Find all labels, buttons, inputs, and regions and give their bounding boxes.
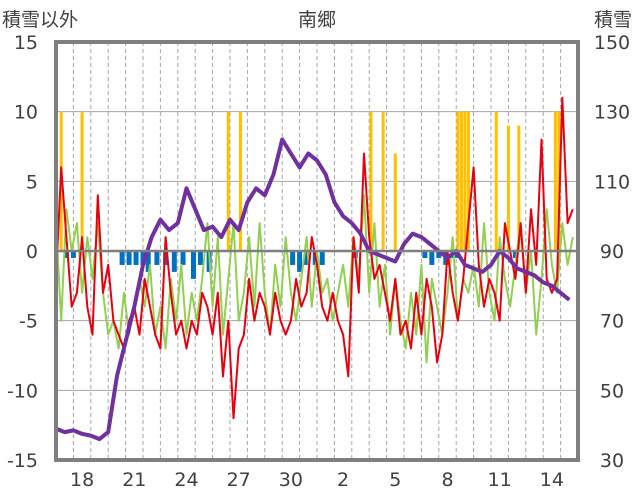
- bar: [466, 111, 470, 252]
- y-tick-label: 10: [14, 102, 38, 124]
- y2-tick-label: 50: [600, 380, 624, 402]
- y-tick-label: -10: [7, 380, 38, 402]
- y-tick-label: 5: [26, 171, 38, 193]
- bar: [393, 153, 397, 251]
- x-tick-label: 8: [441, 469, 453, 491]
- x-axis: 18 21 24 27 30 2 5 8 11 14: [70, 469, 564, 491]
- bar: [506, 125, 510, 251]
- bar: [190, 251, 196, 279]
- bar: [319, 251, 325, 265]
- bar: [553, 111, 557, 252]
- bar: [63, 251, 69, 258]
- chart-title: 南郷: [298, 9, 336, 31]
- y2-tick-label: 150: [594, 32, 630, 54]
- bar: [70, 251, 76, 258]
- x-tick-label: 18: [70, 469, 94, 491]
- x-tick-label: 5: [389, 469, 401, 491]
- bar: [297, 251, 303, 272]
- bar: [557, 111, 561, 252]
- bar: [512, 251, 518, 258]
- y2-tick-label: 90: [600, 241, 624, 263]
- bar: [154, 251, 160, 265]
- bar: [80, 111, 84, 252]
- bar: [459, 111, 463, 252]
- y2-tick-label: 110: [594, 171, 630, 193]
- bar: [304, 251, 310, 265]
- y-tick-label: 15: [14, 32, 38, 54]
- bar: [436, 251, 442, 258]
- bar: [517, 125, 521, 251]
- bar: [126, 251, 132, 265]
- bar: [494, 111, 498, 252]
- x-tick-label: 21: [122, 469, 146, 491]
- bar: [463, 111, 467, 252]
- bar: [197, 251, 203, 265]
- bar: [456, 111, 460, 252]
- x-tick-label: 30: [279, 469, 303, 491]
- y2-tick-label: 30: [600, 450, 624, 472]
- x-tick-label: 27: [227, 469, 251, 491]
- series-line-purple: [55, 137, 571, 442]
- y2-tick-label: 130: [594, 102, 630, 124]
- grid-lines: [56, 42, 578, 460]
- bar: [429, 251, 435, 265]
- bar: [226, 111, 230, 252]
- y-axis-left-label: 積雪以外: [2, 9, 78, 31]
- x-tick-label: 11: [488, 469, 512, 491]
- bar: [290, 251, 296, 265]
- y-tick-label: -5: [19, 311, 38, 333]
- y-axis-right: 150 130 110 90 70 50 30: [594, 32, 630, 472]
- bar: [145, 251, 151, 272]
- bar: [381, 111, 385, 252]
- bar: [133, 251, 139, 265]
- series-line-green: [55, 194, 574, 364]
- x-tick-label: 2: [337, 469, 349, 491]
- plot-frame: [54, 40, 580, 462]
- bar: [238, 111, 242, 252]
- y-tick-label: 0: [26, 241, 38, 263]
- bar: [171, 251, 177, 272]
- y-axis-left: 15 10 5 0 -5 -10 -15: [7, 32, 38, 472]
- y-tick-label: -15: [7, 450, 38, 472]
- bar: [140, 251, 146, 265]
- bar: [422, 251, 428, 258]
- y2-tick-label: 70: [600, 311, 624, 333]
- bar: [180, 251, 186, 265]
- x-tick-label: 14: [540, 469, 564, 491]
- bar: [369, 111, 373, 252]
- x-tick-label: 24: [174, 469, 198, 491]
- y-axis-right-label: 積雪: [594, 9, 632, 31]
- bar: [119, 251, 125, 265]
